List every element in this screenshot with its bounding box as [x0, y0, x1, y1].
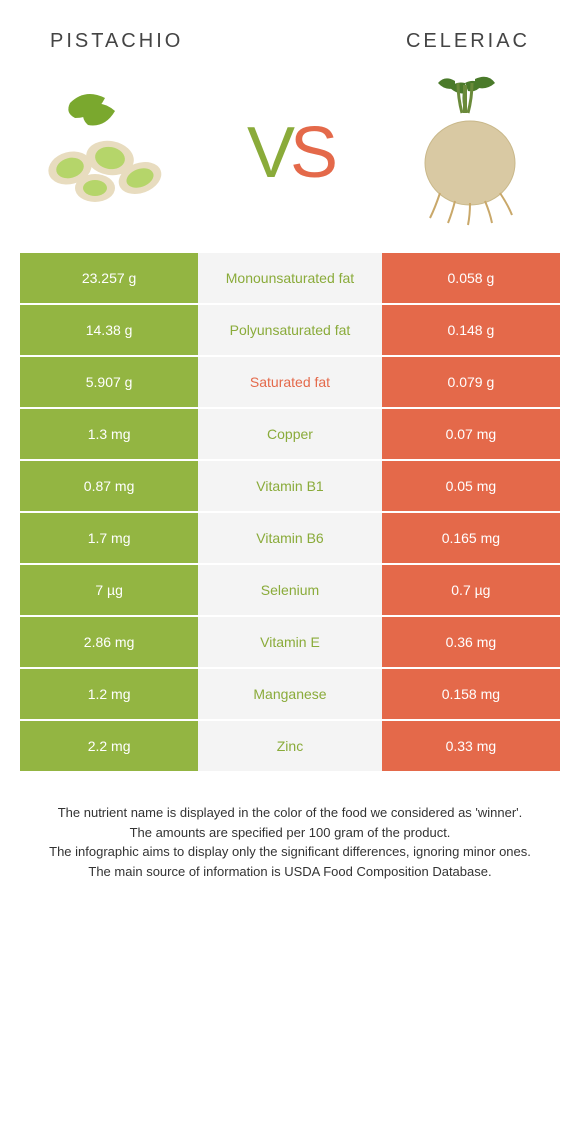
table-row: 0.87 mgVitamin B10.05 mg — [20, 461, 560, 513]
nutrient-label: Selenium — [198, 565, 382, 615]
table-row: 2.86 mgVitamin E0.36 mg — [20, 617, 560, 669]
value-food1: 7 µg — [20, 565, 198, 615]
comparison-table: 23.257 gMonounsaturated fat0.058 g14.38 … — [0, 253, 580, 773]
food2-title: Celeriac — [406, 30, 530, 53]
footer-line: The main source of information is USDA F… — [25, 862, 555, 882]
value-food2: 0.165 mg — [382, 513, 560, 563]
nutrient-label: Zinc — [198, 721, 382, 771]
nutrient-label: Polyunsaturated fat — [198, 305, 382, 355]
vs-label: VS — [247, 112, 333, 194]
table-row: 23.257 gMonounsaturated fat0.058 g — [20, 253, 560, 305]
value-food1: 0.87 mg — [20, 461, 198, 511]
table-row: 1.2 mgManganese0.158 mg — [20, 669, 560, 721]
food1-title: Pistachio — [50, 30, 183, 53]
value-food2: 0.36 mg — [382, 617, 560, 667]
value-food1: 23.257 g — [20, 253, 198, 303]
value-food2: 0.05 mg — [382, 461, 560, 511]
footer-line: The amounts are specified per 100 gram o… — [25, 823, 555, 843]
value-food2: 0.07 mg — [382, 409, 560, 459]
table-row: 7 µgSelenium0.7 µg — [20, 565, 560, 617]
value-food2: 0.33 mg — [382, 721, 560, 771]
footer-notes: The nutrient name is displayed in the co… — [0, 773, 580, 911]
footer-line: The nutrient name is displayed in the co… — [25, 803, 555, 823]
table-row: 1.7 mgVitamin B60.165 mg — [20, 513, 560, 565]
table-row: 2.2 mgZinc0.33 mg — [20, 721, 560, 773]
celeriac-image — [400, 73, 550, 233]
nutrient-label: Monounsaturated fat — [198, 253, 382, 303]
pistachio-image — [30, 73, 180, 233]
value-food1: 1.2 mg — [20, 669, 198, 719]
nutrient-label: Saturated fat — [198, 357, 382, 407]
nutrient-label: Vitamin B6 — [198, 513, 382, 563]
nutrient-label: Manganese — [198, 669, 382, 719]
value-food1: 1.3 mg — [20, 409, 198, 459]
value-food1: 14.38 g — [20, 305, 198, 355]
images-row: VS — [0, 63, 580, 253]
table-row: 14.38 gPolyunsaturated fat0.148 g — [20, 305, 560, 357]
value-food1: 1.7 mg — [20, 513, 198, 563]
value-food2: 0.058 g — [382, 253, 560, 303]
value-food2: 0.158 mg — [382, 669, 560, 719]
value-food2: 0.079 g — [382, 357, 560, 407]
header: Pistachio Celeriac — [0, 0, 580, 63]
value-food1: 2.86 mg — [20, 617, 198, 667]
value-food2: 0.148 g — [382, 305, 560, 355]
nutrient-label: Vitamin E — [198, 617, 382, 667]
value-food1: 2.2 mg — [20, 721, 198, 771]
value-food2: 0.7 µg — [382, 565, 560, 615]
nutrient-label: Copper — [198, 409, 382, 459]
nutrient-label: Vitamin B1 — [198, 461, 382, 511]
table-row: 1.3 mgCopper0.07 mg — [20, 409, 560, 461]
value-food1: 5.907 g — [20, 357, 198, 407]
footer-line: The infographic aims to display only the… — [25, 842, 555, 862]
table-row: 5.907 gSaturated fat0.079 g — [20, 357, 560, 409]
